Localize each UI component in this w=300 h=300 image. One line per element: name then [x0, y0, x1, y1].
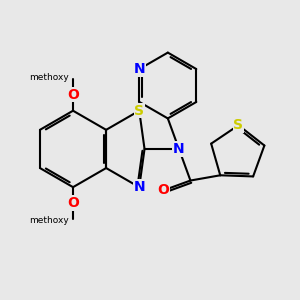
Text: S: S	[233, 118, 244, 132]
Text: O: O	[158, 183, 169, 197]
Text: N: N	[173, 142, 185, 156]
Text: S: S	[134, 104, 144, 118]
Text: methoxy: methoxy	[29, 216, 69, 225]
Text: O: O	[67, 88, 79, 102]
Text: N: N	[134, 62, 145, 76]
Text: N: N	[134, 180, 145, 194]
Text: methoxy: methoxy	[29, 73, 69, 82]
Text: O: O	[67, 196, 79, 210]
